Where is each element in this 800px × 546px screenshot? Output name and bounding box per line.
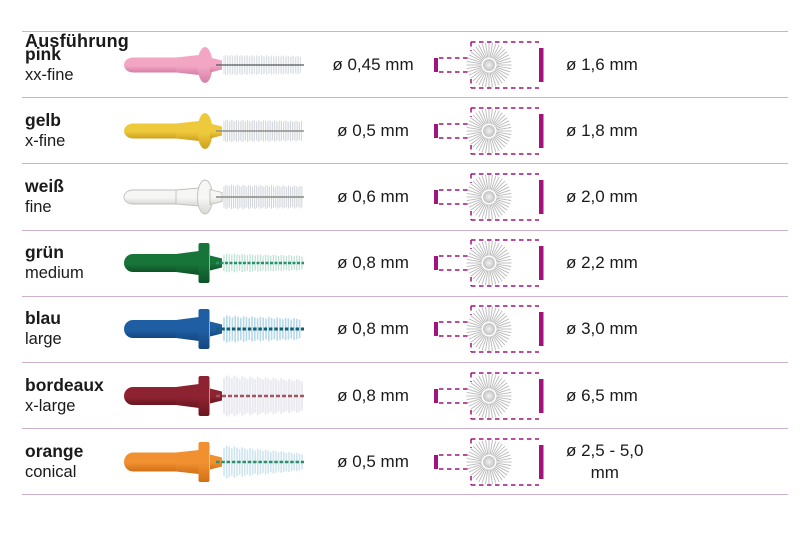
diameter-diagram [434, 305, 544, 354]
brush-diameter-value: ø 2,2 mm [566, 253, 638, 273]
variant-size-label: x-large [25, 396, 76, 415]
variant-cell: gelb x-fine [22, 110, 118, 152]
variant-name: grün [25, 242, 64, 263]
variant-name: gelb [25, 109, 61, 130]
diameter-diagram [434, 437, 544, 486]
diameter-diagram [434, 371, 544, 420]
page-title: Ausführung [25, 31, 129, 51]
variant-cell: pink xx-fine [22, 44, 118, 86]
table-row: orange conical ø 0,5 mm ø 2,5 - 5,0 mm [22, 428, 788, 494]
diameter-diagram [434, 239, 544, 287]
brush-illustration [124, 441, 304, 482]
variant-cell: grün medium [22, 242, 118, 284]
variant-size-label: fine [25, 197, 52, 216]
brush-diameter-value: ø 2,0 mm [566, 186, 638, 206]
wire-diameter-value: ø 0,45 mm [332, 54, 414, 74]
wire-diameter-value: ø 0,5 mm [337, 120, 409, 140]
variant-size-label: conical [25, 462, 77, 481]
variant-size-label: x-fine [25, 131, 66, 150]
variant-name: blau [25, 308, 61, 329]
variant-cell: weiß fine [22, 176, 118, 218]
variant-name: bordeaux [25, 374, 104, 395]
variant-name: orange [25, 440, 84, 461]
variant-cell: orange conical [22, 441, 118, 483]
variant-size-label: xx-fine [25, 65, 74, 84]
variant-name: weiß [25, 175, 64, 196]
variant-size-label: medium [25, 264, 84, 283]
wire-diameter-value: ø 0,8 mm [337, 319, 409, 339]
variant-cell: blau large [22, 308, 118, 350]
table-header: Ausführung [0, 0, 800, 51]
brush-illustration [124, 112, 304, 149]
brush-diameter-value: ø 1,6 mm [566, 54, 638, 74]
diameter-diagram [434, 107, 544, 155]
wire-diameter-value: ø 0,8 mm [337, 385, 409, 405]
wire-diameter-value: ø 0,5 mm [337, 451, 409, 471]
diameter-diagram [434, 40, 544, 89]
brush-illustration [124, 374, 304, 417]
brush-illustration [124, 243, 304, 284]
brush-illustration [123, 179, 304, 215]
brush-diameter-value: ø 3,0 mm [566, 319, 638, 339]
variant-cell: bordeaux x-large [22, 375, 118, 417]
wire-diameter-value: ø 0,6 mm [337, 186, 409, 206]
table-row: grün medium ø 0,8 mm ø 2,2 mm [22, 229, 788, 296]
table-row: gelb x-fine ø 0,5 mm ø 1,8 mm [22, 97, 788, 163]
table-row: pink xx-fine ø 0,45 mm ø 1,6 mm [22, 31, 788, 97]
wire-diameter-value: ø 0,8 mm [337, 253, 409, 273]
variant-size-label: large [25, 330, 62, 349]
brush-diameter-value: ø 2,5 - 5,0 mm [566, 440, 644, 482]
brush-diameter-value: ø 6,5 mm [566, 385, 638, 405]
table-row: bordeaux x-large ø 0,8 mm ø 6,5 mm [22, 361, 788, 428]
brush-illustration [124, 309, 304, 350]
table-row: blau large ø 0,8 mm ø 3,0 mm [22, 295, 788, 362]
variant-name: pink [25, 43, 61, 64]
diameter-diagram [434, 173, 544, 221]
brush-illustration [124, 46, 304, 83]
spec-table: pink xx-fine ø 0,45 mm ø 1,6 mm gelb x-f… [22, 31, 788, 496]
table-row: weiß fine ø 0,6 mm ø 2,0 mm [22, 163, 788, 229]
brush-diameter-value: ø 1,8 mm [566, 120, 638, 140]
